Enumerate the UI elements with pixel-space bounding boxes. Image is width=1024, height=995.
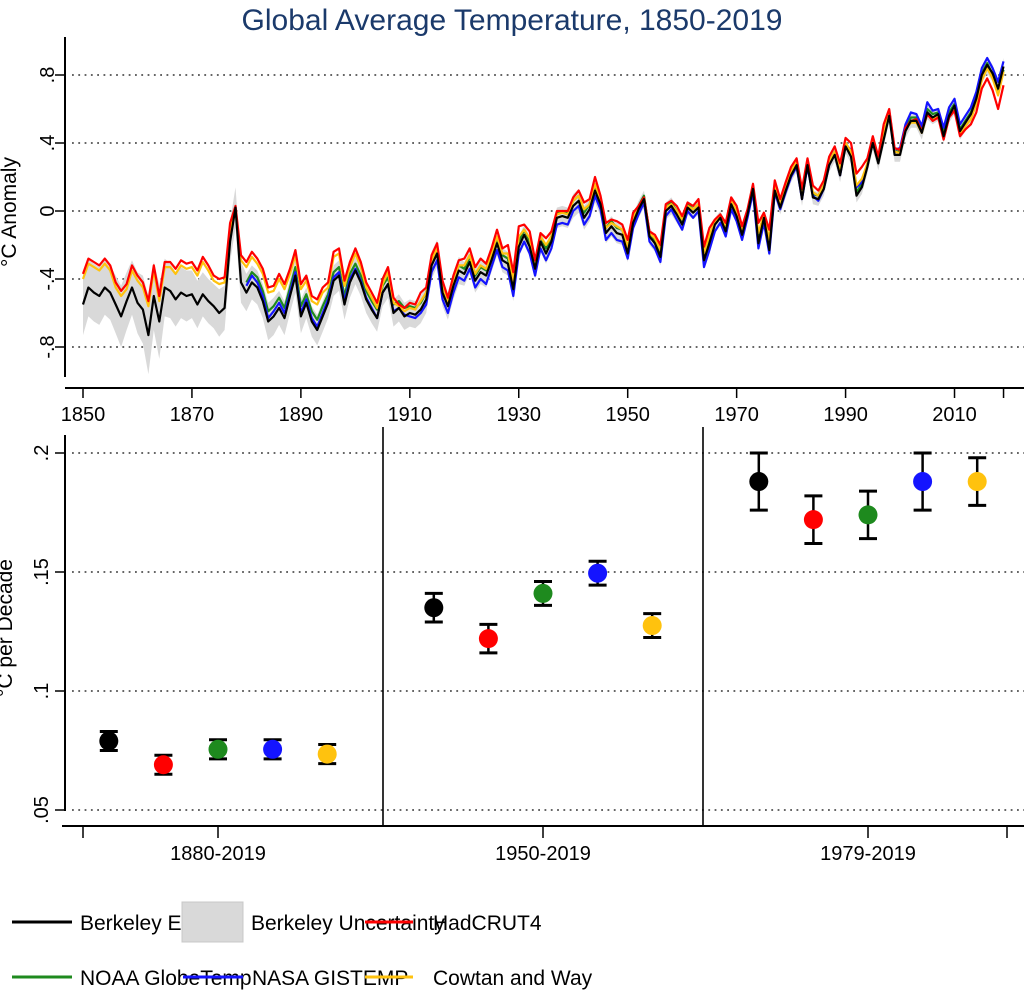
legend-item-noaa-globetemp: NOAA GlobeTemp <box>12 967 252 990</box>
coef-dot-nasa-gistemp <box>588 563 608 583</box>
coef-series-cowtan-and-way <box>317 456 987 766</box>
coef-dot-cowtan-and-way <box>642 616 662 636</box>
legend-label: NOAA GlobeTemp <box>80 967 252 990</box>
bottom-y-tick-label: .2 <box>31 445 53 462</box>
coef-series-nasa-gistemp <box>263 451 933 761</box>
legend-item-cowtan-and-way: Cowtan and Way <box>365 967 593 990</box>
top-x-tick-label: 1970 <box>714 404 759 426</box>
bottom-trend-panel: .2 .15 .1 .05 1880-2019 1950-2019 1979-2019 °C … <box>0 427 1024 865</box>
top-y-tick-label: -.8 <box>37 335 59 358</box>
legend-label: NASA GISTEMP <box>252 967 408 990</box>
coef-dot-nasa-gistemp <box>913 472 933 492</box>
bottom-y-tick-label: .1 <box>31 683 53 700</box>
group-label: 1880-2019 <box>170 843 266 865</box>
coef-dot-berkeley-earth <box>424 598 444 618</box>
series-line-cowtan-and-way <box>81 67 1005 313</box>
coef-series-noaa-globetemp <box>208 489 878 761</box>
coef-dot-berkeley-earth <box>99 731 119 751</box>
coef-dot-nasa-gistemp <box>263 739 283 759</box>
bottom-y-axis-title: °C per Decade <box>0 559 17 697</box>
coef-dot-cowtan-and-way <box>317 744 337 764</box>
top-y-tick-label: .4 <box>37 135 59 152</box>
top-timeseries-panel: .8 .4 0 -.4 -.8 1850 1870 1890 1910 1930 1950 1970 1… <box>0 37 1024 426</box>
coef-dot-hadcrut4 <box>478 629 498 649</box>
coef-series-hadcrut4 <box>153 494 823 776</box>
top-y-tick-label: .8 <box>37 67 59 84</box>
series-line-berkeley-earth <box>81 63 1005 337</box>
top-x-tick-label: 2010 <box>932 404 977 426</box>
legend: Berkeley Earth Berkeley Uncertainty HadC… <box>12 901 593 990</box>
coef-dot-noaa-globetemp <box>858 505 878 525</box>
coef-series-berkeley-earth <box>99 451 769 752</box>
top-x-tick-label: 1990 <box>823 404 868 426</box>
group-label: 1950-2019 <box>495 843 591 865</box>
top-x-tick-label: 1890 <box>279 404 324 426</box>
bottom-y-tick-label: .05 <box>31 796 53 824</box>
bottom-y-tick-label: .15 <box>31 558 53 586</box>
legend-label: HadCRUT4 <box>433 912 542 935</box>
coef-dot-cowtan-and-way <box>967 472 987 492</box>
legend-item-berkeley-uncertainty: Berkeley Uncertainty <box>181 901 445 943</box>
top-y-tick-label: 0 <box>37 205 59 216</box>
coef-dot-noaa-globetemp <box>208 739 228 759</box>
top-x-tick-label: 1850 <box>61 404 106 426</box>
top-y-tick-label: -.4 <box>37 267 59 290</box>
coef-dot-hadcrut4 <box>803 510 823 530</box>
legend-label: Berkeley Uncertainty <box>251 912 445 935</box>
coef-dot-noaa-globetemp <box>533 583 553 603</box>
top-x-tick-label: 1910 <box>388 404 433 426</box>
legend-label: Cowtan and Way <box>433 967 593 990</box>
coef-dot-berkeley-earth <box>749 472 769 492</box>
top-y-axis-title: °C Anomaly <box>0 157 21 267</box>
top-x-tick-label: 1930 <box>497 404 542 426</box>
chart-title: Global Average Temperature, 1850-2019 <box>242 4 783 37</box>
top-x-tick-label: 1870 <box>170 404 215 426</box>
group-label: 1979-2019 <box>820 843 916 865</box>
berkeley-uncertainty-box-swatch <box>181 901 244 943</box>
top-x-tick-label: 1950 <box>605 404 650 426</box>
series-line-hadcrut4 <box>81 77 1005 309</box>
legend-item-nasa-gistemp: NASA GISTEMP <box>183 967 408 990</box>
uncertainty-band <box>83 56 1004 375</box>
legend-item-hadcrut4: HadCRUT4 <box>365 912 542 935</box>
coef-dot-hadcrut4 <box>153 755 173 775</box>
